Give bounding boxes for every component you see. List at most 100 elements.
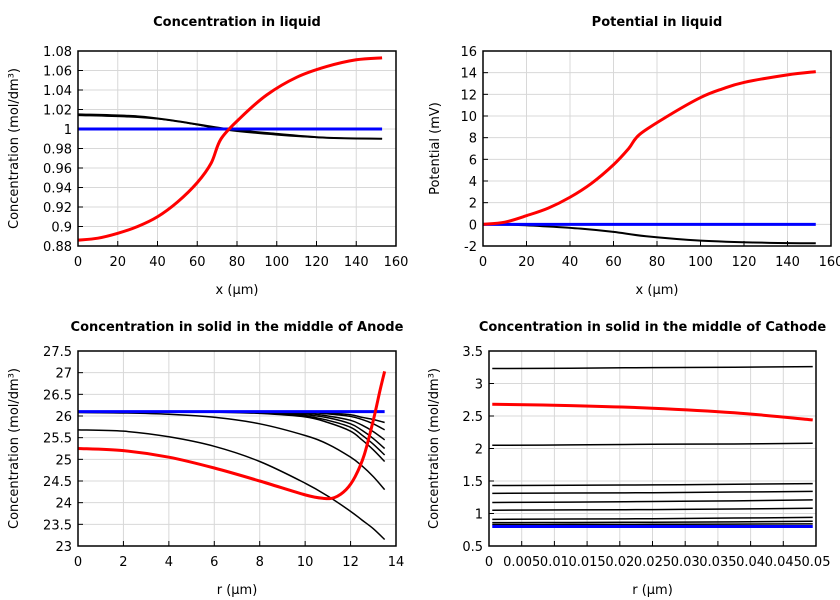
x-tick-label: 10 [297,555,314,570]
series-line-10 [78,371,387,501]
x-tick-label: 60 [189,255,206,270]
x-tick-label: 0.03 [671,555,700,570]
series-line-4 [78,56,383,242]
chart-title: Potential in liquid [592,15,723,30]
x-tick-label: 140 [344,255,369,270]
y-tick-label: 1.5 [462,475,483,490]
y-tick-label: 23 [55,540,72,555]
y-axis-label: Concentration (mol/dm³) [7,68,22,229]
x-tick-label: 0.015 [568,555,605,570]
series-line-1 [483,223,816,245]
plot-frame [77,50,397,247]
series-line-8 [492,520,813,524]
y-tick-label: 0 [469,218,477,233]
x-tick-label: 8 [256,555,264,570]
chart-title: Concentration in solid in the middle of … [479,320,827,335]
x-axis-label: r (µm) [632,583,673,598]
y-tick-label: 24 [55,497,72,512]
series-line-1 [492,365,813,370]
x-tick-label: 0 [74,555,82,570]
x-tick-label: 4 [165,555,173,570]
x-tick-label: 160 [819,255,840,270]
y-tick-label: 4 [469,175,477,190]
x-axis-label: x (µm) [216,283,259,298]
y-tick-label: 1.06 [43,65,72,80]
x-tick-label: 160 [384,255,409,270]
series-line-1 [78,429,386,541]
y-axis-label: Concentration (mol/dm³) [7,368,22,529]
series-line-11 [492,402,813,422]
y-axis-label: Concentration (mol/dm³) [427,368,442,529]
y-tick-label: 0.9 [51,221,72,236]
series-line-7 [492,516,813,521]
y-tick-label: 0.92 [43,201,72,216]
x-axis-label: x (µm) [636,283,679,298]
x-tick-label: 20 [109,255,126,270]
series-line-5 [492,499,813,504]
x-tick-label: 12 [342,555,359,570]
y-axis-label: Potential (mV) [428,102,443,195]
y-tick-label: 2 [475,443,483,458]
x-tick-label: 80 [649,255,666,270]
x-tick-label: 0.005 [503,555,540,570]
y-tick-label: 27.5 [43,345,72,360]
y-tick-label: 12 [460,88,477,103]
y-tick-label: 0.94 [43,182,72,197]
y-tick-label: 0.88 [43,240,72,255]
x-tick-label: 80 [229,255,246,270]
series-line-2 [492,442,813,446]
y-tick-label: 3.5 [462,345,483,360]
subplot-3: 0 2 4 6 8 10 12 142323.52424.52525.52626.52727.… [7,320,404,598]
x-tick-label: 0.025 [634,555,671,570]
x-tick-label: 60 [605,255,622,270]
y-tick-label: 2 [469,197,477,212]
x-tick-label: 0 [485,555,493,570]
x-tick-label: 0 [479,255,487,270]
x-tick-label: 0.035 [699,555,736,570]
x-tick-label: 0 [74,255,82,270]
y-tick-label: 26 [55,410,72,425]
x-axis-label: r (µm) [217,583,258,598]
y-tick-label: 1.08 [43,45,72,60]
y-tick-label: 3 [475,378,483,393]
chart-title: Concentration in solid in the middle of … [71,320,404,335]
x-tick-label: 100 [264,255,289,270]
x-tick-label: 20 [518,255,535,270]
y-tick-label: 1 [64,123,72,138]
y-tick-label: 16 [460,45,477,60]
y-tick-label: 24.5 [43,475,72,490]
x-tick-label: 0.04 [736,555,765,570]
y-tick-label: 26.5 [43,388,72,403]
y-tick-label: 25 [55,453,72,468]
x-tick-label: 0.02 [605,555,634,570]
y-tick-label: 8 [469,132,477,147]
subplot-2: 0 20 40 60 80 100 120 140 160-20246810121416Pote… [428,15,840,298]
series-line-9 [492,523,813,526]
y-tick-label: 27 [55,367,72,382]
series-line-4 [492,490,813,495]
x-tick-label: 140 [775,255,800,270]
y-tick-label: 1 [475,508,483,523]
plot-frame [77,350,397,547]
x-tick-label: 100 [688,255,713,270]
y-tick-label: -2 [464,240,477,255]
x-tick-label: 2 [119,555,127,570]
x-tick-label: 0.01 [540,555,569,570]
series-line-2 [78,411,386,491]
y-tick-label: 2.5 [462,410,483,425]
x-tick-label: 0.05 [802,555,831,570]
y-tick-label: 1.04 [43,84,72,99]
chart-title: Concentration in liquid [153,15,321,30]
y-tick-label: 10 [460,110,477,125]
y-tick-label: 0.96 [43,162,72,177]
y-tick-label: 14 [460,67,477,82]
y-tick-label: 0.5 [462,540,483,555]
series-line-3 [483,70,816,226]
series-line-3 [492,482,813,487]
x-tick-label: 14 [388,555,405,570]
x-tick-label: 40 [149,255,166,270]
subplot-1: 0 20 40 60 80 100 120 140 160 0.88 0.9 0.92 0.94 0.96… [7,15,408,298]
x-tick-label: 120 [732,255,757,270]
